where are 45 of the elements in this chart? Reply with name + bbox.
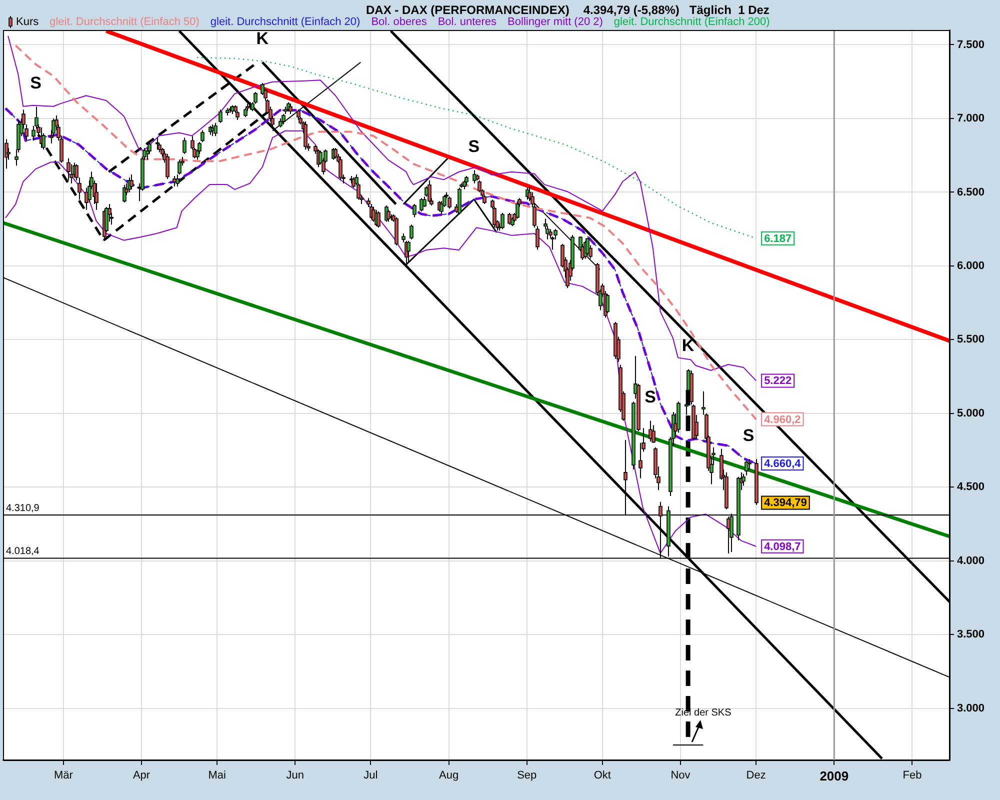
text: gleit. Durchschnitt (Einfach 50) [50, 16, 200, 28]
data-label: 4.960,2 [764, 414, 801, 426]
text: gleit. Durchschnitt (Einfach 200) [614, 16, 770, 28]
x-tick-label: Apr [132, 770, 150, 782]
x-tick-label: Aug [439, 770, 459, 782]
ref-line-label: 4.018,4 [6, 546, 40, 557]
y-tick-label: 7.500 [957, 38, 985, 51]
chart-subtitle: 4.394,79 (-5,88%) Täglich 1 Dez [583, 3, 770, 17]
y-tick-label: 4.000 [957, 554, 985, 567]
text: Bol. unteres [438, 16, 498, 28]
annotation: S [644, 387, 656, 406]
data-label: 4.660,4 [764, 458, 802, 470]
y-tick-label: 4.500 [957, 481, 985, 494]
x-tick-label: Mai [208, 770, 226, 782]
y-tick-label: 3.000 [957, 702, 985, 714]
y-tick-label: 5.000 [957, 407, 985, 420]
data-label: 6.187 [764, 232, 792, 245]
y-tick-label: 3.500 [957, 628, 985, 641]
chart-title: DAX - DAX (PERFORMANCEINDEX) [366, 3, 570, 17]
x-tick-label: Okt [594, 770, 611, 782]
text: Bollinger mitt (20 2) [508, 16, 603, 28]
annotation: S [468, 136, 480, 156]
x-tick-label: Feb [902, 770, 922, 782]
y-tick-label: 6.000 [957, 260, 985, 272]
annotation: K [256, 28, 270, 48]
x-tick-label: Sep [517, 770, 537, 782]
y-tick-label: 7.000 [957, 112, 985, 125]
legend-label: Kurs [16, 16, 40, 28]
text: 4.394,79 [764, 497, 807, 510]
data-label: 5.222 [764, 375, 792, 388]
ref-line-label: 4.310,9 [6, 502, 40, 514]
y-tick-label: 5.500 [957, 334, 985, 346]
annotation: S [742, 426, 754, 445]
x-tick-label: Jul [364, 770, 378, 782]
annotation: K [682, 336, 695, 355]
y-tick-label: 6.500 [957, 186, 985, 198]
text: gleit. Durchschnitt (Einfach 20) [210, 16, 360, 28]
x-tick-label: Nov [670, 770, 691, 782]
x-tick-label: 2009 [820, 768, 849, 784]
text: Bol. oberes [371, 16, 428, 28]
data-label: 4.098,7 [764, 540, 801, 553]
x-tick-label: Mär [54, 770, 74, 782]
annotation: S [30, 73, 42, 92]
x-tick-label: Jun [286, 770, 304, 782]
x-tick-label: Dez [746, 770, 766, 782]
